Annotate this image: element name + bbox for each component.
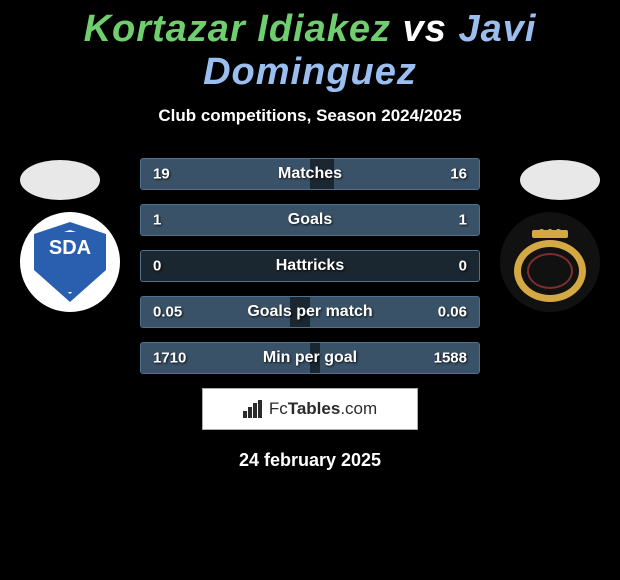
brand-main: Tables [288, 399, 341, 418]
date-label: 24 february 2025 [0, 450, 620, 471]
shield-icon: SDA [30, 222, 110, 302]
stat-bar: 1 1 Goals [140, 204, 480, 236]
player1-photo [20, 160, 100, 200]
vs-text: vs [403, 8, 447, 50]
player1-name: Kortazar Idiakez [84, 8, 391, 50]
stat-label: Min per goal [263, 349, 357, 367]
stat-bar: 0.05 0.06 Goals per match [140, 296, 480, 328]
stat-value-left: 19 [153, 166, 170, 183]
stat-label: Hattricks [276, 257, 344, 275]
stat-value-right: 1588 [434, 350, 467, 367]
stat-bar: 19 16 Matches [140, 158, 480, 190]
bar-chart-icon [243, 400, 263, 418]
club-shield-left: SDA [30, 222, 110, 302]
stat-bar: 0 0 Hattricks [140, 250, 480, 282]
club-crest-right [514, 222, 586, 302]
comparison-title: Kortazar Idiakez vs Javi Dominguez [0, 0, 620, 94]
stat-value-left: 0.05 [153, 304, 182, 321]
stat-label: Goals per match [247, 303, 372, 321]
stat-value-left: 1710 [153, 350, 186, 367]
brand-text: FcTables.com [269, 399, 377, 419]
stat-value-right: 0.06 [438, 304, 467, 321]
ring-icon [514, 240, 586, 302]
brand-prefix: Fc [269, 399, 288, 418]
stat-value-right: 1 [459, 212, 467, 229]
stats-list: 19 16 Matches 1 1 Goals 0 0 Hattricks 0.05 0.06 Goa… [140, 158, 480, 374]
stat-value-right: 16 [450, 166, 467, 183]
stat-value-left: 0 [153, 258, 161, 275]
comparison-content: SDA 1916Matches11Goals00Hattricks0.050.0… [0, 158, 620, 471]
stat-fill-right [310, 205, 479, 235]
stat-label: Matches [278, 165, 342, 183]
club-badge-left: SDA [20, 212, 120, 312]
stat-value-left: 1 [153, 212, 161, 229]
crown-icon [532, 222, 568, 238]
stat-value-right: 0 [459, 258, 467, 275]
player2-photo [520, 160, 600, 200]
shield-text: SDA [30, 237, 110, 260]
club-badge-right [500, 212, 600, 312]
stat-bar: 1710 1588 Min per goal [140, 342, 480, 374]
subtitle: Club competitions, Season 2024/2025 [0, 106, 620, 126]
ring-inner-icon [527, 253, 573, 289]
stat-fill-left [141, 205, 310, 235]
stat-label: Goals [288, 211, 332, 229]
brand-link[interactable]: FcTables.com [202, 388, 418, 430]
brand-suffix: .com [340, 399, 377, 418]
